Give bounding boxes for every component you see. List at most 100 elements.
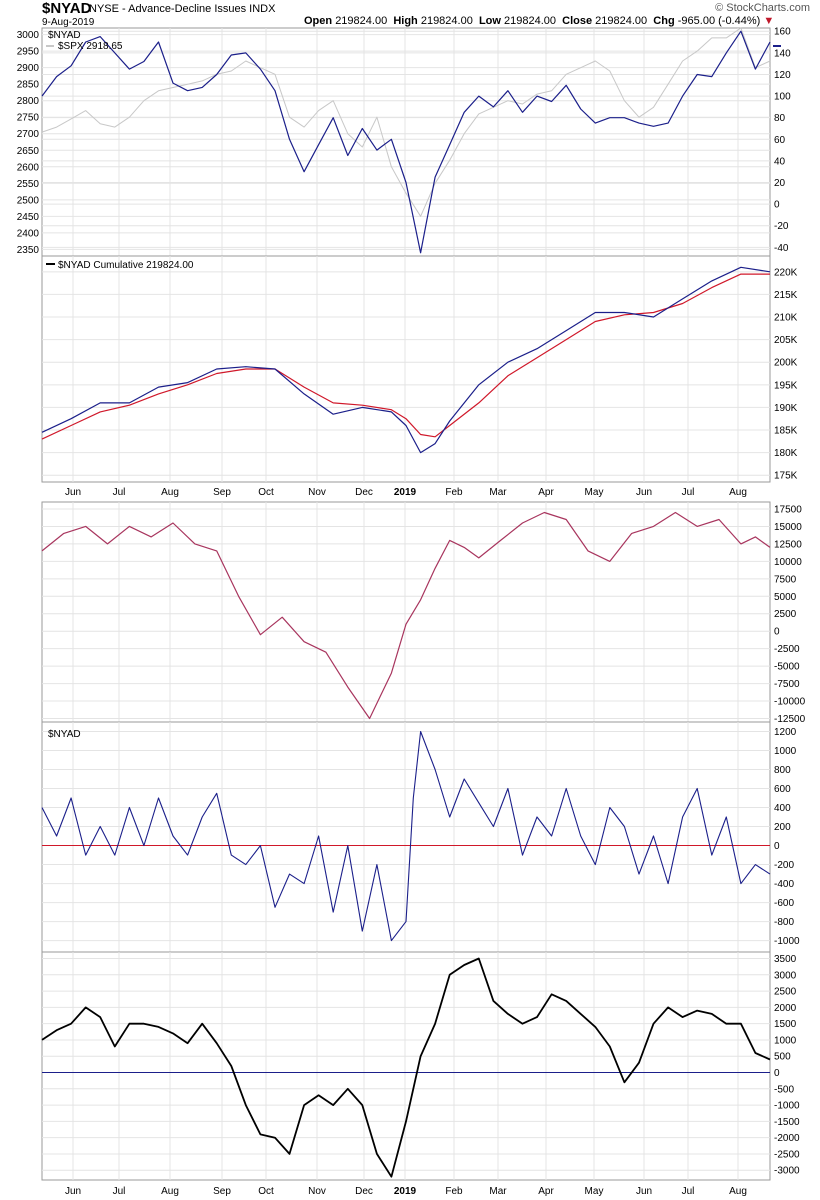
x-tick-label-top: Jul <box>113 487 126 498</box>
y-tick-label-right: 160 <box>774 27 791 38</box>
y-tick-label-right: 600 <box>774 784 791 795</box>
y-tick-label-left: 2400 <box>17 228 40 239</box>
y-tick-label-right: 195K <box>774 380 798 391</box>
y-tick-label-right: -400 <box>774 879 794 890</box>
y-tick-label-left: 2700 <box>17 129 40 140</box>
chg-value: -965.00 (-0.44%) <box>677 15 761 27</box>
y-tick-label-right: 7500 <box>774 574 797 585</box>
y-tick-label-left: 2850 <box>17 80 40 91</box>
y-tick-label-left: 2950 <box>17 47 40 58</box>
y-tick-label-right: 2500 <box>774 987 797 998</box>
close-label: Close <box>562 15 593 27</box>
x-tick-label-top: Nov <box>308 487 326 498</box>
y-tick-label-right: -3000 <box>774 1166 800 1177</box>
series-line-ma <box>41 273 770 440</box>
x-tick-label-bottom: Jul <box>682 1186 695 1197</box>
x-tick-label-top: Aug <box>161 487 179 498</box>
y-tick-label-left: 2600 <box>17 162 40 173</box>
x-tick-label-bottom: 2019 <box>394 1186 417 1197</box>
y-tick-label-right: -600 <box>774 898 794 909</box>
series-line-summation <box>41 957 771 1178</box>
y-tick-label-right: 100 <box>774 92 791 103</box>
y-tick-label-right: 40 <box>774 156 786 167</box>
low-value: 219824.00 <box>504 15 557 27</box>
y-tick-label-right: 400 <box>774 803 791 814</box>
x-tick-label-bottom: Jul <box>113 1186 126 1197</box>
y-tick-label-right: 5000 <box>774 592 797 603</box>
open-label: Open <box>304 15 333 27</box>
y-tick-label-right: 220K <box>774 267 798 278</box>
legend-label-nyad-daily: $NYAD <box>48 729 81 740</box>
x-tick-label-top: Mar <box>489 487 507 498</box>
x-tick-label-top: Apr <box>538 487 554 498</box>
y-tick-label-right: 0 <box>774 1068 780 1079</box>
y-tick-label-right: -200 <box>774 860 794 871</box>
chart-date: 9-Aug-2019 <box>42 17 95 28</box>
y-tick-label-right: 215K <box>774 290 798 301</box>
y-tick-label-right: 175K <box>774 471 798 482</box>
low-label: Low <box>478 15 501 27</box>
x-tick-label-top: May <box>585 487 604 498</box>
chart-symbol: $NYAD <box>42 0 92 17</box>
y-tick-label-right: 15000 <box>774 522 802 533</box>
x-tick-label-bottom: Oct <box>258 1186 274 1197</box>
y-tick-label-right: 80 <box>774 113 786 124</box>
panel-5 <box>41 951 771 1181</box>
x-tick-label-top: Jul <box>682 487 695 498</box>
y-tick-label-right: -10000 <box>774 697 806 708</box>
y-tick-label-right: -1500 <box>774 1117 800 1128</box>
panel-1 <box>41 27 771 257</box>
y-tick-label-right: -1000 <box>774 1101 800 1112</box>
series-line-oscillator <box>41 511 771 720</box>
x-tick-label-bottom: Feb <box>445 1186 463 1197</box>
panel-2 <box>41 255 771 483</box>
y-tick-label-right: 210K <box>774 313 798 324</box>
y-tick-label-right: -40 <box>774 243 789 254</box>
y-tick-label-right: -2500 <box>774 644 800 655</box>
y-tick-label-left: 2450 <box>17 212 40 223</box>
x-tick-label-bottom: Jun <box>65 1186 81 1197</box>
y-tick-label-right: 1000 <box>774 1035 797 1046</box>
y-tick-label-right: -500 <box>774 1084 794 1095</box>
y-tick-label-left: 2550 <box>17 179 40 190</box>
y-tick-label-left: 2750 <box>17 113 40 124</box>
y-tick-label-right: 1200 <box>774 727 797 738</box>
y-tick-label-right: -1000 <box>774 936 800 947</box>
series-line-nyad-daily <box>41 730 771 942</box>
y-tick-label-right: 190K <box>774 403 798 414</box>
y-tick-label-right: 205K <box>774 335 798 346</box>
y-tick-label-right: 12500 <box>774 539 802 550</box>
x-tick-label-bottom: May <box>585 1186 604 1197</box>
y-tick-label-right: 140 <box>774 48 791 59</box>
x-tick-label-bottom: Aug <box>729 1186 747 1197</box>
y-tick-label-left: 2500 <box>17 195 40 206</box>
x-tick-label-bottom: Nov <box>308 1186 326 1197</box>
y-tick-label-left: 2800 <box>17 96 40 107</box>
y-tick-label-right: 185K <box>774 426 798 437</box>
y-tick-label-right: 1000 <box>774 746 797 757</box>
series-line-cumulative <box>41 266 771 454</box>
y-tick-label-right: -5000 <box>774 662 800 673</box>
y-tick-label-right: 2000 <box>774 1003 797 1014</box>
panel-frame <box>41 951 771 1181</box>
y-tick-label-right: 2500 <box>774 609 797 620</box>
y-tick-label-right: -2000 <box>774 1133 800 1144</box>
y-tick-label-right: 1500 <box>774 1019 797 1030</box>
x-tick-label-top: Aug <box>729 487 747 498</box>
x-tick-label-bottom: Jun <box>636 1186 652 1197</box>
y-tick-label-right: -2500 <box>774 1149 800 1160</box>
y-tick-label-left: 2350 <box>17 245 40 256</box>
panel-frame <box>41 27 771 257</box>
x-tick-label-bottom: Aug <box>161 1186 179 1197</box>
x-tick-label-top: Dec <box>355 487 373 498</box>
y-tick-label-left: 2650 <box>17 146 40 157</box>
panel-frame <box>41 255 771 483</box>
down-arrow-icon: ▼ <box>763 15 775 27</box>
y-tick-label-left: 3000 <box>17 30 40 41</box>
x-tick-label-top: 2019 <box>394 487 417 498</box>
y-tick-label-right: 500 <box>774 1052 791 1063</box>
high-value: 219824.00 <box>420 15 473 27</box>
x-tick-label-top: Sep <box>213 487 231 498</box>
series-line-spx <box>41 27 771 217</box>
